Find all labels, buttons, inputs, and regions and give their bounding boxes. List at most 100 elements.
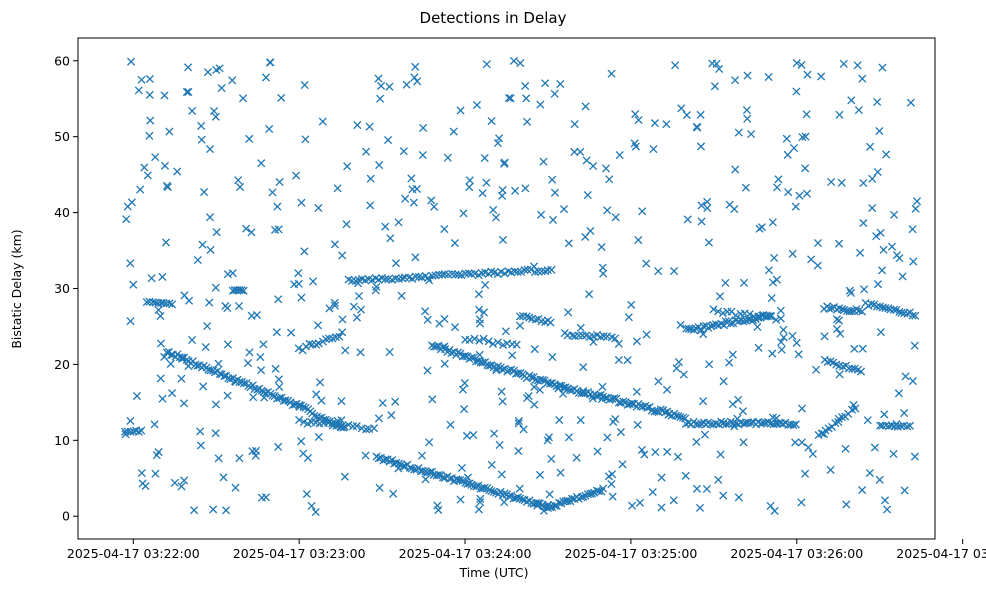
data-point [440,314,449,324]
data-point [589,337,598,346]
data-point [703,197,712,206]
data-point [509,56,518,65]
data-point [295,400,304,410]
data-point [300,81,309,90]
data-point [850,344,859,353]
data-point [797,404,807,413]
data-point [482,178,491,187]
data-point [512,340,521,349]
data-point [239,286,248,295]
data-point [467,480,476,489]
data-point [792,87,801,96]
data-point [764,72,773,82]
data-point [683,215,692,224]
data-point [832,325,842,334]
data-point [714,307,723,316]
x-tick-label: 2025-04-17 03:25:00 [565,546,698,561]
data-point [145,74,154,84]
data-point [555,416,564,425]
data-point [497,387,506,396]
data-point [632,337,642,346]
data-point [731,76,740,85]
data-point [160,91,169,100]
data-point [410,465,419,474]
data-point [341,346,350,355]
data-point [875,126,884,136]
data-point [588,394,597,403]
data-point [697,201,706,210]
data-point [297,401,306,410]
data-point [865,468,874,478]
data-point [352,313,361,322]
data-point [340,472,349,481]
data-point [772,275,781,284]
data-point [768,218,777,227]
data-point [614,355,623,365]
data-point [699,330,708,339]
data-point [605,395,614,404]
plot-frame [77,37,936,540]
data-point [214,454,223,463]
data-point [839,59,848,68]
data-point [413,77,422,86]
data-point [870,443,879,452]
data-point [825,304,834,313]
data-point [168,300,177,309]
data-point [628,501,637,510]
data-point [530,345,539,354]
data-point [277,93,286,102]
data-point [733,414,742,423]
data-point [210,368,219,377]
data-point [445,474,454,483]
data-point [184,87,193,97]
data-point [900,409,909,418]
data-point [656,405,665,414]
data-point [873,167,882,177]
data-point [880,496,890,505]
data-point [297,293,306,302]
data-point [631,142,640,151]
data-point [570,120,579,129]
data-point [147,274,156,283]
data-point [587,489,597,498]
data-point [488,339,498,348]
data-point [200,187,209,197]
data-point [694,420,703,429]
data-point [530,382,539,392]
data-point [739,278,749,287]
data-point [802,110,811,119]
data-point [193,255,202,265]
data-point [728,400,737,409]
data-point [513,267,522,276]
data-point [638,207,647,216]
data-point [398,274,407,283]
data-point [570,147,579,157]
data-point [430,202,439,211]
data-point [478,189,487,198]
data-point [649,145,658,154]
data-point [616,427,625,437]
data-point [344,420,353,429]
y-tick-label: 20 [54,357,70,372]
data-point [797,498,806,507]
data-point [418,151,427,160]
data-point [228,76,237,85]
data-point [527,373,536,382]
data-point [498,235,508,245]
data-point [375,161,384,170]
data-point [865,142,875,151]
data-point [271,364,280,373]
data-point [718,309,727,318]
data-point [544,433,553,442]
data-point [425,468,434,477]
data-point [745,310,754,319]
data-point [531,315,541,324]
data-point [456,495,465,504]
data-point [497,470,506,479]
data-point [894,389,903,398]
data-point [692,437,701,447]
data-point [475,350,484,359]
data-point [652,407,661,416]
data-point [789,144,799,153]
data-point [356,305,366,314]
